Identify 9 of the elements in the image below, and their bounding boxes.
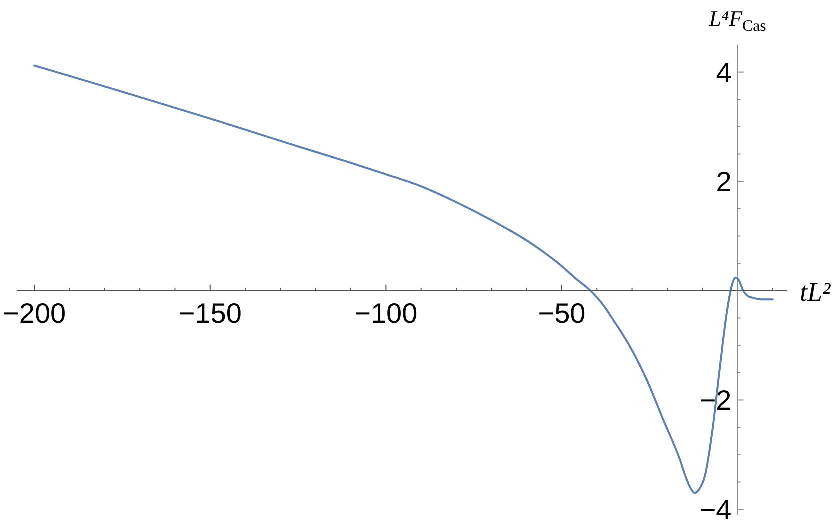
x-tick-label: −150 [178,298,242,329]
y-tick-label: 4 [716,57,732,88]
y-axis-title: L⁴F$_{Cas}$ [709,6,766,35]
x-tick-label: −100 [354,298,418,329]
x-tick-label: −50 [538,298,586,329]
x-tick-label: −200 [3,298,66,329]
y-tick-label: −4 [700,494,732,523]
x-axis-title: tL² [800,276,831,307]
y-tick-label: 2 [716,166,732,198]
